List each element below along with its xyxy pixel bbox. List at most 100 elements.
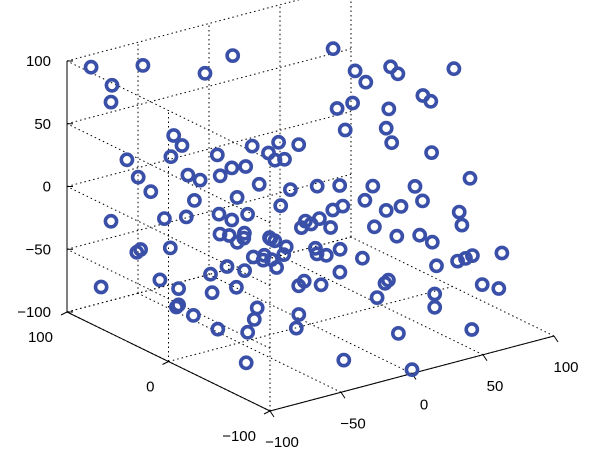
grid-line — [66, 60, 271, 161]
data-point — [323, 220, 338, 235]
data-point — [156, 211, 172, 226]
data-point — [366, 219, 382, 235]
data-point — [464, 248, 480, 263]
grid-line — [279, 255, 484, 356]
data-point — [336, 352, 352, 368]
data-point — [296, 273, 312, 289]
y-tick-label: −100 — [222, 428, 256, 445]
data-point — [178, 209, 194, 225]
x-tick-mark — [482, 354, 488, 362]
data-point — [209, 147, 225, 163]
data-point — [162, 240, 178, 256]
z-tick-label: 100 — [26, 53, 51, 70]
data-point — [103, 213, 119, 229]
data-point — [424, 145, 439, 160]
data-point — [174, 138, 190, 153]
data-point — [240, 206, 255, 222]
data-point — [171, 297, 186, 313]
data-point — [291, 307, 307, 322]
data-point — [204, 285, 220, 301]
data-point — [240, 324, 256, 340]
x-tick-label: 50 — [487, 378, 504, 395]
y-tick-mark — [162, 361, 169, 365]
data-point — [332, 264, 348, 280]
data-point — [404, 362, 420, 378]
data-point — [354, 250, 370, 266]
data-point — [103, 94, 119, 110]
data-point — [450, 253, 465, 269]
data-point — [347, 63, 363, 79]
data-point — [424, 234, 440, 250]
data-point — [384, 135, 400, 151]
data-point — [427, 299, 443, 315]
data-point — [130, 169, 146, 185]
data-point — [282, 182, 298, 197]
data-point — [236, 225, 252, 241]
x-tick-mark — [269, 410, 275, 418]
data-point — [249, 300, 265, 316]
data-point — [291, 137, 307, 152]
data-point — [369, 290, 385, 305]
data-point — [446, 61, 462, 77]
data-point — [474, 277, 490, 292]
data-point — [383, 59, 398, 75]
data-point — [212, 226, 228, 242]
x-tick-label: −50 — [340, 415, 365, 432]
data-point — [273, 198, 289, 214]
x-tick-label: −100 — [265, 434, 299, 451]
data-point — [83, 59, 99, 75]
data-point — [318, 247, 334, 263]
data-point — [143, 184, 159, 200]
data-point — [389, 228, 405, 244]
data-point — [255, 252, 271, 268]
data-point — [412, 227, 428, 243]
z-tick-label: −50 — [26, 241, 51, 258]
x-tick-mark — [553, 335, 559, 343]
data-point — [229, 189, 245, 205]
data-point — [332, 241, 348, 257]
data-point — [163, 149, 179, 165]
x-tick-mark — [340, 391, 346, 399]
data-point — [238, 159, 254, 174]
y-tick-mark — [60, 311, 68, 316]
x-tick-label: 0 — [420, 397, 428, 414]
data-point — [276, 247, 292, 262]
data-point — [93, 279, 109, 295]
data-point — [325, 41, 341, 57]
data-point — [378, 202, 394, 218]
data-point — [377, 275, 393, 291]
data-point — [313, 277, 329, 293]
data-point — [357, 192, 373, 208]
data-point — [332, 178, 348, 193]
data-point — [427, 286, 443, 302]
data-point — [261, 145, 276, 161]
data-point — [337, 122, 353, 138]
data-point — [415, 193, 430, 209]
data-point — [390, 325, 406, 341]
data-point — [309, 178, 325, 194]
axes-layer — [60, 60, 559, 418]
data-point — [303, 216, 319, 232]
z-tick-label: 50 — [34, 116, 51, 133]
data-point — [237, 263, 252, 278]
data-point — [225, 48, 241, 63]
data-point — [152, 272, 168, 288]
data-point — [378, 120, 394, 136]
data-point — [185, 307, 201, 323]
data-point — [429, 258, 444, 274]
tick-labels: −100 −50 0 50 100 −100 0 100 −100 −50 0 50 100 — [17, 53, 578, 451]
data-point — [345, 95, 360, 111]
data-point — [458, 250, 473, 266]
data-point — [238, 355, 254, 371]
z-tick-label: −100 — [17, 304, 51, 321]
data-point — [329, 101, 345, 116]
data-point — [407, 178, 423, 194]
data-point — [462, 170, 478, 186]
data-point — [358, 74, 374, 90]
data-point — [224, 212, 240, 228]
data-point — [129, 244, 145, 260]
data-point — [203, 266, 218, 282]
data-point — [464, 322, 480, 337]
data-point — [246, 311, 262, 327]
data-point — [104, 77, 120, 93]
